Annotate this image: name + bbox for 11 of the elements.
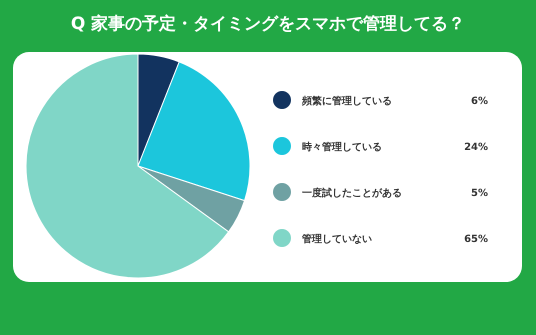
pie-slice: [138, 166, 246, 232]
data-label: 65%: [464, 234, 488, 245]
legend-label: 時々管理している: [302, 141, 382, 153]
legend-label: 頻繁に管理している: [301, 95, 392, 107]
legend-label: 管理していない: [301, 233, 372, 245]
legend-label: 一度試したことがある: [302, 187, 402, 199]
data-label: 6%: [471, 96, 488, 107]
chart-title: Q 家事の予定・タイミングをスマホで管理してる？: [70, 14, 466, 34]
data-label: 24%: [464, 142, 488, 153]
data-label: 5%: [471, 188, 488, 199]
pie-slice: [138, 61, 250, 202]
